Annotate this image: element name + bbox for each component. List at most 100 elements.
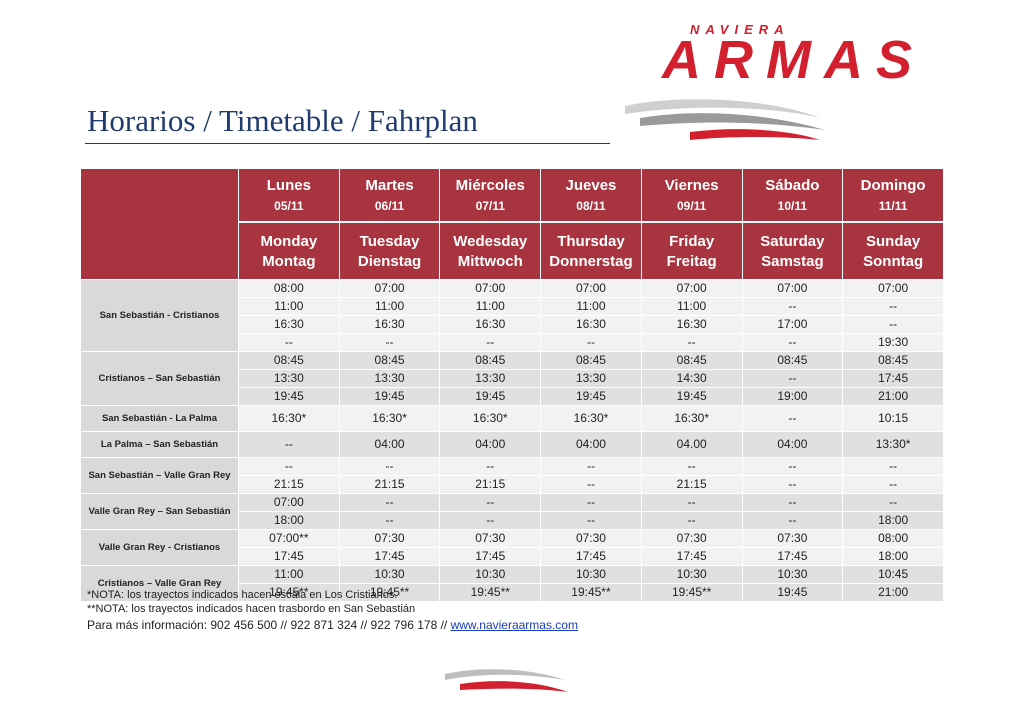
- contact-text: Para más información: 902 456 500 // 922…: [87, 618, 451, 632]
- day-header-es: Viernes 09/11: [640, 168, 743, 223]
- time-cell: 08:45: [640, 351, 743, 370]
- day-date: 09/11: [676, 199, 707, 213]
- time-cell: --: [540, 333, 642, 352]
- time-cell: 19:45: [238, 387, 340, 406]
- time-cell: 16:30*: [439, 405, 542, 432]
- day-name-en: Monday: [260, 232, 318, 250]
- time-cell: 16:30: [439, 315, 542, 334]
- time-cell: 19:45**: [439, 583, 542, 602]
- time-cell: 07:30: [338, 529, 441, 548]
- time-cell: --: [540, 475, 642, 494]
- time-cell: 19:30: [842, 333, 944, 352]
- website-link[interactable]: www.navieraarmas.com: [450, 618, 578, 632]
- day-name-es: Lunes: [266, 177, 311, 194]
- time-cell: 07:00**: [238, 529, 340, 548]
- time-cell: --: [540, 511, 642, 530]
- table-row: 19:45 19:45 19:45 19:45 19:45 19:00 21:00: [81, 387, 944, 406]
- table-row: Cristianos – San Sebastián 08:45 08:45 08:4…: [80, 351, 944, 406]
- time-cell: --: [741, 405, 844, 432]
- time-cell: --: [238, 333, 340, 352]
- time-cell: --: [842, 493, 944, 512]
- time-cell: 16:30*: [338, 405, 441, 432]
- time-cell: 07:00: [640, 279, 743, 298]
- time-cell: --: [338, 511, 441, 530]
- time-cell: --: [741, 457, 844, 476]
- time-cell: --: [238, 431, 340, 458]
- time-cell: --: [842, 297, 944, 316]
- time-cell: --: [640, 457, 743, 476]
- time-cell: 08:45: [741, 351, 844, 370]
- time-cell: 17:45: [238, 547, 340, 566]
- time-cell: 17:45: [741, 547, 844, 566]
- day-name-es: Martes: [365, 177, 414, 194]
- table-row: 11:00 11:00 11:00 11:00 11:00 -- --: [81, 297, 944, 316]
- time-cell: 07:00: [439, 279, 542, 298]
- time-cell: 04:00: [439, 431, 542, 458]
- route-label: San Sebastián – Valle Gran Rey: [80, 457, 239, 494]
- table-row: -- -- -- -- -- -- 19:30: [81, 333, 944, 352]
- time-cell: --: [741, 511, 844, 530]
- day-header-en-de: Tuesday Dienstag: [338, 221, 441, 280]
- title-rule: [85, 143, 610, 144]
- time-cell: --: [540, 493, 642, 512]
- day-date: 10/11: [777, 199, 808, 213]
- day-header-es: Sábado 10/11: [741, 168, 844, 223]
- timetable: Lunes 05/11 Martes 06/11 Miércoles 07/11 Jueve…: [80, 168, 944, 602]
- time-cell: 21:00: [842, 387, 944, 406]
- time-cell: 07:30: [741, 529, 844, 548]
- time-cell: --: [741, 297, 844, 316]
- time-cell: --: [439, 333, 542, 352]
- day-header-en-de: Thursday Donnerstag: [540, 221, 642, 280]
- time-cell: 17:45: [439, 547, 542, 566]
- time-cell: 13:30: [238, 369, 340, 388]
- footer-swoosh-icon: [445, 669, 568, 692]
- brand-armas: ARMAS: [662, 30, 925, 90]
- day-header-es: Jueves 08/11: [540, 168, 642, 223]
- table-row: San Sebastián – Valle Gran Rey -- -- -- -- --…: [80, 457, 944, 494]
- time-cell: --: [741, 369, 844, 388]
- day-name-es: Viernes: [664, 177, 719, 194]
- time-cell: 10:30: [640, 565, 743, 584]
- day-name-de: Donnerstag: [549, 252, 633, 270]
- day-header-en-de: Sunday Sonntag: [842, 221, 944, 280]
- time-cell: 08:45: [842, 351, 944, 370]
- time-cell: 18:00: [842, 511, 944, 530]
- day-date: 07/11: [475, 199, 505, 213]
- time-cell: 16:30*: [640, 405, 743, 432]
- time-cell: --: [842, 475, 944, 494]
- time-cell: 10:45: [842, 565, 944, 584]
- time-cell: 17:45: [540, 547, 642, 566]
- time-cell: 07:30: [540, 529, 642, 548]
- time-cell: --: [842, 457, 944, 476]
- day-name-en: Wedesday: [453, 232, 528, 250]
- time-cell: --: [741, 333, 844, 352]
- time-cell: --: [439, 493, 542, 512]
- time-cell: --: [238, 457, 340, 476]
- time-cell: --: [640, 511, 743, 530]
- time-cell: 04:00: [338, 431, 441, 458]
- time-cell: 10:30: [338, 565, 441, 584]
- day-header-es: Martes 06/11: [338, 168, 441, 223]
- day-name-en: Thursday: [557, 232, 625, 250]
- day-name-de: Dienstag: [357, 252, 422, 270]
- time-cell: 19:45: [540, 387, 642, 406]
- time-cell: --: [338, 457, 441, 476]
- table-row: 16:30 16:30 16:30 16:30 16:30 17:00 --: [81, 315, 944, 334]
- day-header-en-de: Saturday Samstag: [741, 221, 844, 280]
- time-cell: 14:30: [640, 369, 743, 388]
- time-cell: 21:15: [238, 475, 340, 494]
- table-row: 19:45** 19:45** 19:45** 19:45** 19:45** 19:45…: [81, 583, 944, 602]
- time-cell: 08:45: [540, 351, 642, 370]
- day-name-en: Friday: [669, 232, 715, 250]
- time-cell: 19:00: [741, 387, 844, 406]
- time-cell: 08:45: [439, 351, 542, 370]
- time-cell: 16:30: [540, 315, 642, 334]
- day-header-en-de: Wedesday Mittwoch: [439, 221, 542, 280]
- time-cell: 07:00: [238, 493, 340, 512]
- table-row: 18:00 -- -- -- -- -- 18:00: [81, 511, 944, 530]
- day-name-de: Samstag: [761, 252, 824, 270]
- day-name-de: Freitag: [666, 252, 717, 270]
- table-row: San Sebastián - Cristianos 08:00 07:00 07:0…: [80, 279, 944, 352]
- day-name-en: Saturday: [760, 232, 825, 250]
- time-cell: 10:15: [842, 405, 944, 432]
